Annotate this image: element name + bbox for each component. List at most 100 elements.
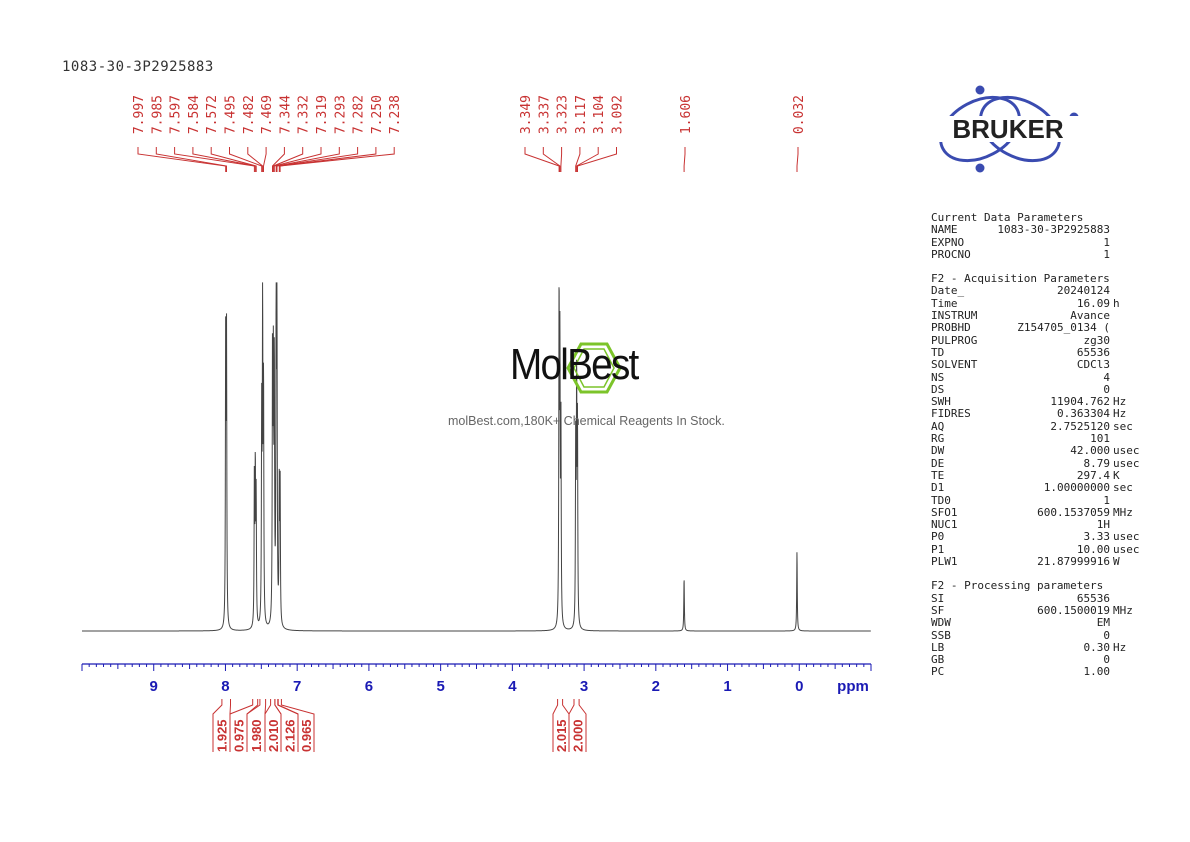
param-value: Z154705_0134 (	[1017, 321, 1110, 335]
peak-label-leader	[279, 147, 395, 172]
param-name: Time	[931, 296, 958, 310]
param-name: NAME	[931, 223, 958, 237]
param-unit: Hz	[1113, 640, 1127, 654]
integral-bracket-left	[229, 699, 254, 752]
param-row: PC 1.00	[931, 665, 1146, 679]
param-value: 0.30	[1083, 640, 1111, 654]
param-value: zg30	[1083, 333, 1111, 347]
acquisition-parameters-panel: Current Data Parameters NAME 1083-30-3P292…	[931, 211, 1146, 691]
bruker-logo-text: BRUKER	[952, 114, 1063, 144]
param-value: 3.33	[1083, 530, 1111, 544]
param-value: 600.1537059	[1037, 505, 1110, 519]
x-tick-label: 6	[365, 678, 373, 695]
peak-label: 7.495	[224, 95, 239, 134]
param-row: NUC1 1H	[931, 518, 1146, 531]
peak-label-leader	[577, 147, 617, 172]
param-name: RG	[931, 432, 945, 446]
param-row: SFO1 600.1537059 MHz	[931, 505, 1146, 519]
param-section-title: Current Data Parameters	[931, 211, 1084, 224]
bruker-logo: BRUKER	[924, 85, 1092, 173]
peak-label: 7.282	[352, 95, 367, 134]
integral-value: 2.126	[283, 719, 298, 752]
peak-label: 7.469	[260, 95, 275, 134]
param-row: P0 3.33 usec	[931, 530, 1146, 544]
param-row: TD 65536	[931, 346, 1146, 359]
peak-label-leader	[273, 147, 322, 172]
param-row: WDW EM	[931, 616, 1146, 630]
param-value: 1.00000000	[1043, 481, 1110, 495]
param-row: D1 1.00000000 sec	[931, 481, 1146, 495]
peak-label-leader	[575, 147, 581, 172]
param-unit: Hz	[1113, 407, 1127, 421]
param-row: Time 16.09 h	[931, 296, 1146, 310]
param-unit: usec	[1113, 456, 1140, 470]
peak-label: 7.572	[205, 95, 220, 134]
param-value: 20240124	[1057, 284, 1110, 298]
param-row: INSTRUM Avance	[931, 309, 1146, 322]
x-tick-label: 1	[723, 678, 731, 695]
param-value: 8.79	[1083, 456, 1111, 470]
peak-label-leader	[272, 147, 285, 172]
param-name: DS	[931, 382, 945, 396]
param-name: NS	[931, 370, 945, 384]
integral-value: 1.925	[215, 719, 230, 752]
param-name: SSB	[931, 628, 951, 642]
param-row: TE 297.4 K	[931, 468, 1146, 482]
integral-value: 0.975	[232, 719, 247, 752]
peak-label: 7.344	[278, 95, 293, 134]
param-row: DE 8.79 usec	[931, 456, 1146, 470]
peak-label-leader	[275, 147, 340, 172]
param-unit: K	[1113, 468, 1120, 482]
peak-label: 7.997	[132, 95, 147, 134]
nmr-spectrum-chart: 9 8 7 6 5 4 3 2 1 0 ppm 7.997 7.985 7.597 7.584 7.572 7.…	[81, 95, 872, 752]
param-name: DW	[931, 444, 945, 458]
peak-label-leader	[192, 147, 256, 172]
param-value: 21.87999916	[1037, 555, 1110, 569]
peak-label: 7.238	[388, 95, 403, 134]
param-unit: W	[1113, 555, 1120, 569]
peak-label-leader	[272, 147, 304, 172]
integral-bracket-right	[280, 699, 315, 752]
integral-bracket-right	[578, 699, 587, 752]
param-row: DW 42.000 usec	[931, 444, 1146, 458]
param-value: EM	[1096, 616, 1110, 630]
param-name: GB	[931, 653, 945, 667]
molbest-hexagon-icon	[566, 342, 622, 394]
integral-bracket-left	[212, 699, 223, 752]
param-value: 1.00	[1083, 665, 1111, 679]
param-row: GB 0	[931, 653, 1146, 667]
param-name: SWH	[931, 395, 951, 409]
peak-label: 3.104	[592, 95, 607, 134]
integral-value: 2.015	[554, 719, 569, 752]
param-row: Date_ 20240124	[931, 284, 1146, 298]
param-row: RG 101	[931, 432, 1146, 446]
peak-label-leader	[276, 147, 359, 172]
peak-label: 3.349	[519, 95, 534, 134]
peak-label: 7.482	[242, 95, 257, 134]
integral-value: 2.010	[266, 719, 281, 752]
param-value: 0.363304	[1057, 407, 1110, 421]
param-value: 0	[1103, 382, 1110, 396]
param-value: CDCl3	[1076, 358, 1110, 372]
param-value: 1	[1103, 235, 1110, 249]
param-unit: usec	[1113, 542, 1140, 556]
peak-label-leader	[229, 147, 263, 172]
integral-bracket-left	[552, 699, 559, 752]
param-name: TD0	[931, 493, 951, 507]
param-value: 65536	[1076, 591, 1110, 605]
param-value: 11904.762	[1050, 395, 1110, 409]
integral-bracket-left	[277, 699, 299, 752]
param-row: NS 4	[931, 370, 1146, 384]
param-row: NAME 1083-30-3P2925883	[931, 223, 1146, 237]
param-name: D1	[931, 481, 945, 495]
peak-label-leader	[137, 147, 227, 172]
param-row: SF 600.1500019 MHz	[931, 604, 1146, 617]
param-section-title: F2 - Acquisition Parameters	[931, 272, 1110, 286]
param-name: PROCNO	[931, 247, 971, 261]
x-tick-label: 2	[652, 678, 660, 695]
param-name: P0	[931, 530, 945, 544]
param-value: 4	[1103, 370, 1110, 384]
peak-label: 7.250	[370, 95, 385, 134]
param-value: 297.4	[1076, 468, 1110, 482]
peak-label-leader	[542, 147, 561, 172]
